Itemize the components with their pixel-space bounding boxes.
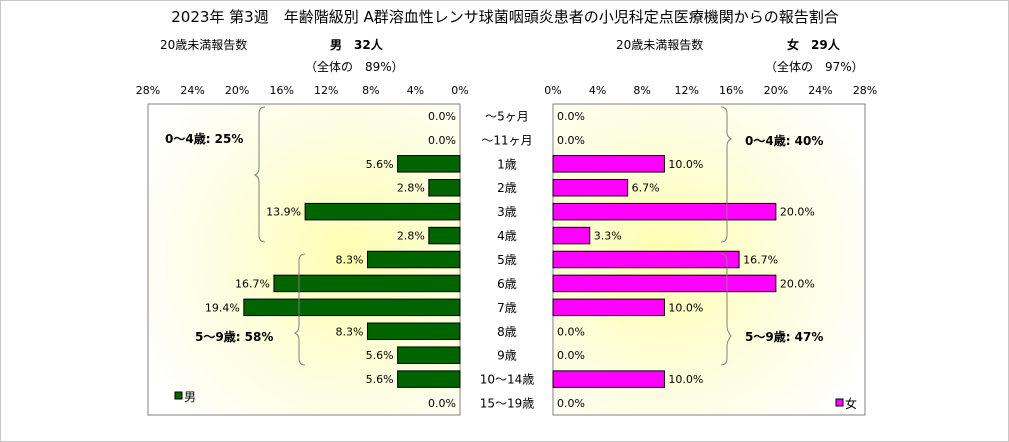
category-label: 8歳 [497, 325, 517, 339]
male-bar-value-label: 5.6% [366, 158, 394, 171]
female-bar-value-label: 0.0% [557, 134, 585, 147]
male-legend-label: 男 [184, 390, 196, 404]
female-bar-value-label: 0.0% [557, 349, 585, 362]
female-x-tick-4: 4% [589, 84, 606, 97]
male-bar [243, 298, 461, 317]
chart-title: 2023年 第3週 年齢階級別 A群溶血性レンサ球菌咽頭炎患者の小児科定点医療機… [171, 8, 839, 26]
male-series: 0.0%0.0%5.6%2.8%13.9%2.8%8.3%16.7%19.4%8… [205, 110, 461, 410]
female-x-tick-16: 16% [719, 84, 743, 97]
female-x-axis: 0% 4% 8% 12% 16% 20% 24% 28% [544, 84, 877, 97]
male-bar [397, 155, 461, 173]
female-bar [552, 370, 665, 388]
female-x-tick-20: 20% [764, 84, 788, 97]
female-legend-swatch [835, 398, 844, 407]
male-bar [367, 250, 461, 269]
category-label: 4歳 [497, 229, 517, 243]
female-x-tick-12: 12% [674, 84, 698, 97]
male-bar [397, 370, 461, 388]
male-x-tick-24: 24% [180, 84, 204, 97]
female-bar-value-label: 3.3% [594, 230, 622, 243]
male-bar-value-label: 13.9% [266, 206, 301, 219]
male-bar [367, 322, 461, 341]
category-label: 5歳 [497, 253, 517, 267]
male-x-tick-0: 0% [451, 84, 468, 97]
male-bar-value-label: 19.4% [205, 301, 240, 314]
female-bracket-5-9 [720, 253, 732, 366]
female-bar [552, 274, 777, 293]
female-bracket-0-4-label: 0～4歳: 40% [745, 133, 823, 148]
male-bar [273, 274, 461, 293]
male-x-tick-16: 16% [269, 84, 293, 97]
female-bar [552, 250, 740, 269]
female-bracket-5-9-label: 5～9歳: 47% [745, 329, 823, 344]
male-bar-value-label: 5.6% [366, 373, 394, 386]
female-bar-value-label: 20.0% [780, 277, 815, 290]
female-bar [552, 226, 591, 245]
male-bar-value-label: 2.8% [397, 182, 425, 195]
male-x-tick-28: 28% [136, 84, 160, 97]
male-total-note: （全体の 89%） [305, 59, 404, 74]
category-label: 6歳 [497, 277, 517, 291]
female-bar-value-label: 10.0% [668, 301, 703, 314]
male-bar-value-label: 16.7% [235, 277, 270, 290]
female-bar-value-label: 20.0% [780, 206, 815, 219]
category-label: 1歳 [497, 157, 517, 171]
male-bar-value-label: 5.6% [366, 349, 394, 362]
male-count-label: 男 32人 [330, 37, 384, 52]
female-bar-value-label: 0.0% [557, 110, 585, 123]
male-bar [428, 226, 461, 245]
female-bar-value-label: 10.0% [668, 158, 703, 171]
male-bar-value-label: 0.0% [428, 397, 456, 410]
category-label: 3歳 [497, 205, 517, 219]
category-label: 15～19歳 [480, 397, 535, 411]
male-bracket-0-4-label: 0～4歳: 25% [165, 131, 243, 146]
category-label: 9歳 [497, 349, 517, 363]
female-legend-label: 女 [845, 396, 857, 411]
category-label: 2歳 [497, 181, 517, 195]
female-x-tick-24: 24% [808, 84, 832, 97]
female-bar [552, 155, 665, 173]
female-bar-value-label: 16.7% [743, 254, 778, 267]
female-caption: 20歳未満報告数 [616, 37, 703, 52]
female-bar [552, 178, 629, 197]
female-bar [552, 202, 777, 221]
male-bar-value-label: 0.0% [428, 110, 456, 123]
female-bar [552, 298, 665, 317]
male-bracket-5-9-label: 5～9歳: 58% [195, 329, 273, 344]
male-x-tick-8: 8% [362, 84, 379, 97]
male-bar [397, 346, 461, 364]
male-bar-value-label: 0.0% [428, 134, 456, 147]
female-bar-value-label: 10.0% [668, 373, 703, 386]
male-caption: 20歳未満報告数 [160, 37, 247, 52]
male-bracket-5-9 [293, 253, 306, 366]
male-bar [304, 202, 461, 221]
male-bar-value-label: 2.8% [397, 230, 425, 243]
category-label: 10～14歳 [480, 373, 535, 387]
category-label: ～11ヶ月 [481, 133, 532, 147]
female-x-tick-8: 8% [633, 84, 650, 97]
female-x-tick-28: 28% [853, 84, 877, 97]
female-bar-value-label: 6.7% [632, 182, 660, 195]
male-bracket-0-4 [253, 106, 266, 243]
male-legend-swatch [174, 391, 183, 400]
category-label: 7歳 [497, 301, 517, 315]
female-bar-value-label: 0.0% [557, 325, 585, 338]
male-x-tick-20: 20% [225, 84, 249, 97]
category-label: ～5ヶ月 [485, 109, 529, 123]
male-bar-value-label: 8.3% [336, 254, 364, 267]
age-category-axis: ～5ヶ月 ～11ヶ月 1歳 2歳 3歳 4歳 5歳 6歳 7歳 8歳 9歳 10～14歳 15～19歳 [480, 109, 535, 410]
male-x-axis: 0% 4% 8% 12% 16% 20% 24% 28% [136, 84, 469, 97]
male-x-tick-4: 4% [407, 84, 424, 97]
male-x-tick-12: 12% [314, 84, 338, 97]
male-bar [428, 178, 461, 197]
female-bar-value-label: 0.0% [557, 397, 585, 410]
female-total-note: （全体の 97%） [765, 59, 864, 74]
female-x-tick-0: 0% [544, 84, 561, 97]
female-series: 0.0%0.0%10.0%6.7%20.0%3.3%16.7%20.0%10.0… [552, 110, 815, 410]
female-bracket-0-4 [720, 106, 733, 243]
male-bar-value-label: 8.3% [336, 325, 364, 338]
female-count-label: 女 29人 [787, 37, 841, 52]
